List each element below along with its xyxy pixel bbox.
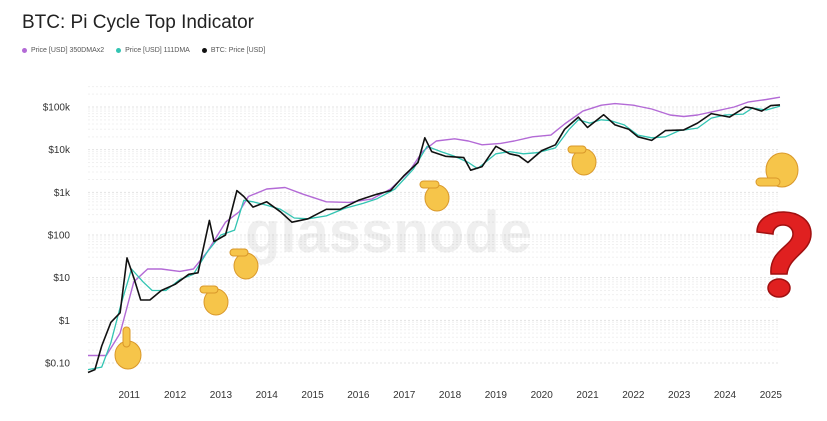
legend-item-111dma[interactable]: Price [USD] 111DMA xyxy=(116,47,190,54)
x-tick-label: 2011 xyxy=(118,390,140,401)
y-tick-label: $10k xyxy=(48,145,71,156)
x-tick-label: 2025 xyxy=(760,390,783,401)
y-tick-label: $1k xyxy=(54,188,71,199)
y-tick-label: $100k xyxy=(43,103,71,114)
series-line-0 xyxy=(88,96,781,357)
x-tick-label: 2013 xyxy=(210,390,233,401)
legend: Price [USD] 350DMAx2 Price [USD] 111DMA … xyxy=(22,47,265,54)
legend-item-price[interactable]: BTC: Price [USD] xyxy=(201,47,266,54)
x-tick-label: 2012 xyxy=(164,390,187,401)
x-tick-label: 2021 xyxy=(576,390,599,401)
x-axis: 2011 2012 2013 2014 2015 2016 2017 2018 2019 2020… xyxy=(118,390,782,401)
pointing-hand-icon xyxy=(114,326,142,370)
x-tick-label: 2015 xyxy=(301,390,324,401)
x-tick-label: 2017 xyxy=(393,390,416,401)
legend-label: Price [USD] 350DMAx2 xyxy=(31,47,105,54)
x-tick-label: 2022 xyxy=(622,390,645,401)
y-tick-label: $10 xyxy=(53,273,70,284)
pointing-hand-icon xyxy=(755,152,799,188)
legend-swatch xyxy=(22,48,27,53)
pointing-hand-icon xyxy=(229,248,259,280)
watermark: glassnode xyxy=(245,200,532,265)
x-tick-label: 2020 xyxy=(531,390,554,401)
x-tick-label: 2014 xyxy=(256,390,279,401)
series-lines xyxy=(87,96,781,374)
series-line-1 xyxy=(87,105,781,371)
y-tick-label: $1 xyxy=(59,316,71,327)
legend-swatch xyxy=(116,48,122,53)
y-axis: $0.10 $1 $10 $100 $1k $10k $100k xyxy=(43,103,71,370)
legend-label: Price [USD] 111DMA xyxy=(125,47,190,54)
x-tick-label: 2024 xyxy=(714,390,737,401)
pointing-hand-icon xyxy=(199,285,229,316)
series-line-2 xyxy=(87,104,781,374)
chart-title: BTC: Pi Cycle Top Indicator xyxy=(22,12,254,33)
y-tick-label: $100 xyxy=(48,231,71,242)
x-tick-label: 2019 xyxy=(485,390,508,401)
y-tick-label: $0.10 xyxy=(45,359,70,370)
pointing-hand-icon xyxy=(567,145,597,176)
question-mark-icon xyxy=(756,211,812,298)
legend-label: BTC: Price [USD] xyxy=(210,47,266,54)
legend-swatch xyxy=(201,48,207,53)
x-tick-label: 2023 xyxy=(668,390,691,401)
x-tick-label: 2016 xyxy=(347,390,370,401)
legend-item-350dma[interactable]: Price [USD] 350DMAx2 xyxy=(22,47,104,54)
x-tick-label: 2018 xyxy=(439,390,462,401)
pointing-hand-icon xyxy=(419,180,450,212)
